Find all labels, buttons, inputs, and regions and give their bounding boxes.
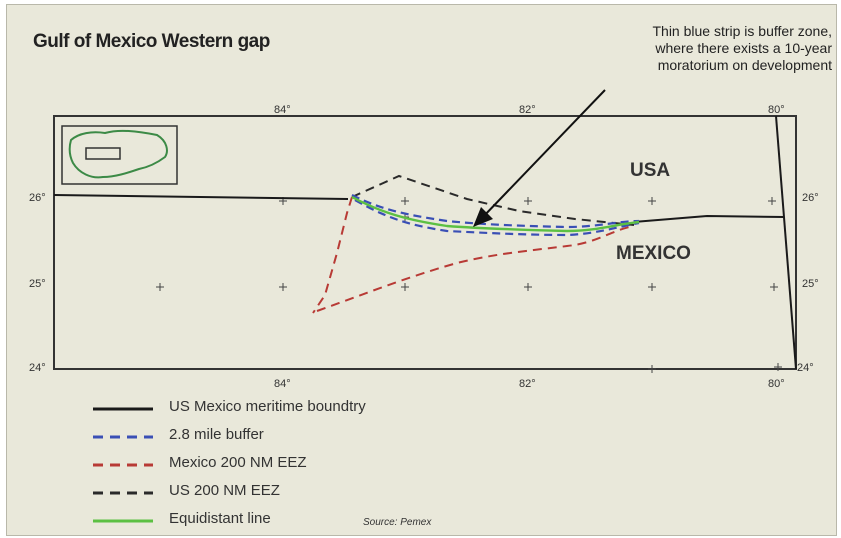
lon-label-bottom-84: 84° [274,378,291,390]
inset-overview-map [61,125,178,185]
maritime-boundary-east [633,214,785,223]
annotation-arrow-shaft [480,89,606,220]
map-figure: 84° 82° 80° 84° 82° 80° 26° 25° 24° 26° … [6,4,837,536]
mexico-eez-line-west [312,196,353,314]
buffer-line-north [351,194,640,229]
region-label-usa: USA [630,160,670,181]
annotation-arrow-head [473,207,493,227]
us-eez-line [351,174,635,226]
lat-label-left-24: 24° [29,362,46,374]
legend-swatch-equidistant [93,519,153,523]
map-title: Gulf of Mexico Western gap [33,31,270,52]
lat-label-right-24: 24° [797,362,814,374]
legend-label-maritime-boundary: US Mexico meritime boundtry [169,398,366,415]
map-border [53,115,797,370]
legend-item-mexico-eez: Mexico 200 NM EEZ [93,454,513,474]
lon-label-bottom-82: 82° [519,378,536,390]
legend-swatch-us-eez [93,491,153,495]
map-canvas: 84° 82° 80° 84° 82° 80° 26° 25° 24° 26° … [29,89,819,390]
equidistant-line [351,195,640,233]
lon-label-top-84: 84° [274,104,291,116]
legend-label-us-eez: US 200 NM EEZ [169,482,280,499]
mexico-eez-line-south [316,225,635,312]
source-credit: Source: Pemex [363,517,432,528]
legend-item-equidistant: Equidistant line [93,510,513,530]
annotation-line-1: Thin blue strip is buffer zone, [652,23,832,39]
lon-label-bottom-80: 80° [768,378,785,390]
buffer-line-south [354,199,640,237]
legend-swatch-buffer [93,435,153,439]
legend-item-us-eez: US 200 NM EEZ [93,482,513,502]
lat-label-left-26: 26° [29,192,46,204]
legend-swatch-maritime-boundary [93,407,153,411]
lon-label-top-80: 80° [768,104,785,116]
lat-label-right-26: 26° [802,192,819,204]
annotation-line-3: moratorium on development [657,57,832,73]
lat-label-right-25: 25° [802,278,819,290]
legend-label-mexico-eez: Mexico 200 NM EEZ [169,454,307,471]
legend-item-buffer: 2.8 mile buffer [93,426,513,446]
annotation-line-2: where there exists a 10-year [655,40,832,56]
legend-label-equidistant: Equidistant line [169,510,271,527]
legend-swatch-mexico-eez [93,463,153,467]
lat-label-left-25: 25° [29,278,46,290]
lon-label-top-82: 82° [519,104,536,116]
map-east-edge [775,115,797,370]
legend-item-maritime-boundary: US Mexico meritime boundtry [93,398,513,418]
inset-locator-box [85,147,121,160]
annotation-note: Thin blue strip is buffer zone, where th… [552,23,832,74]
maritime-boundary-west [53,194,349,200]
region-label-mexico: MEXICO [616,243,691,264]
legend-label-buffer: 2.8 mile buffer [169,426,264,443]
